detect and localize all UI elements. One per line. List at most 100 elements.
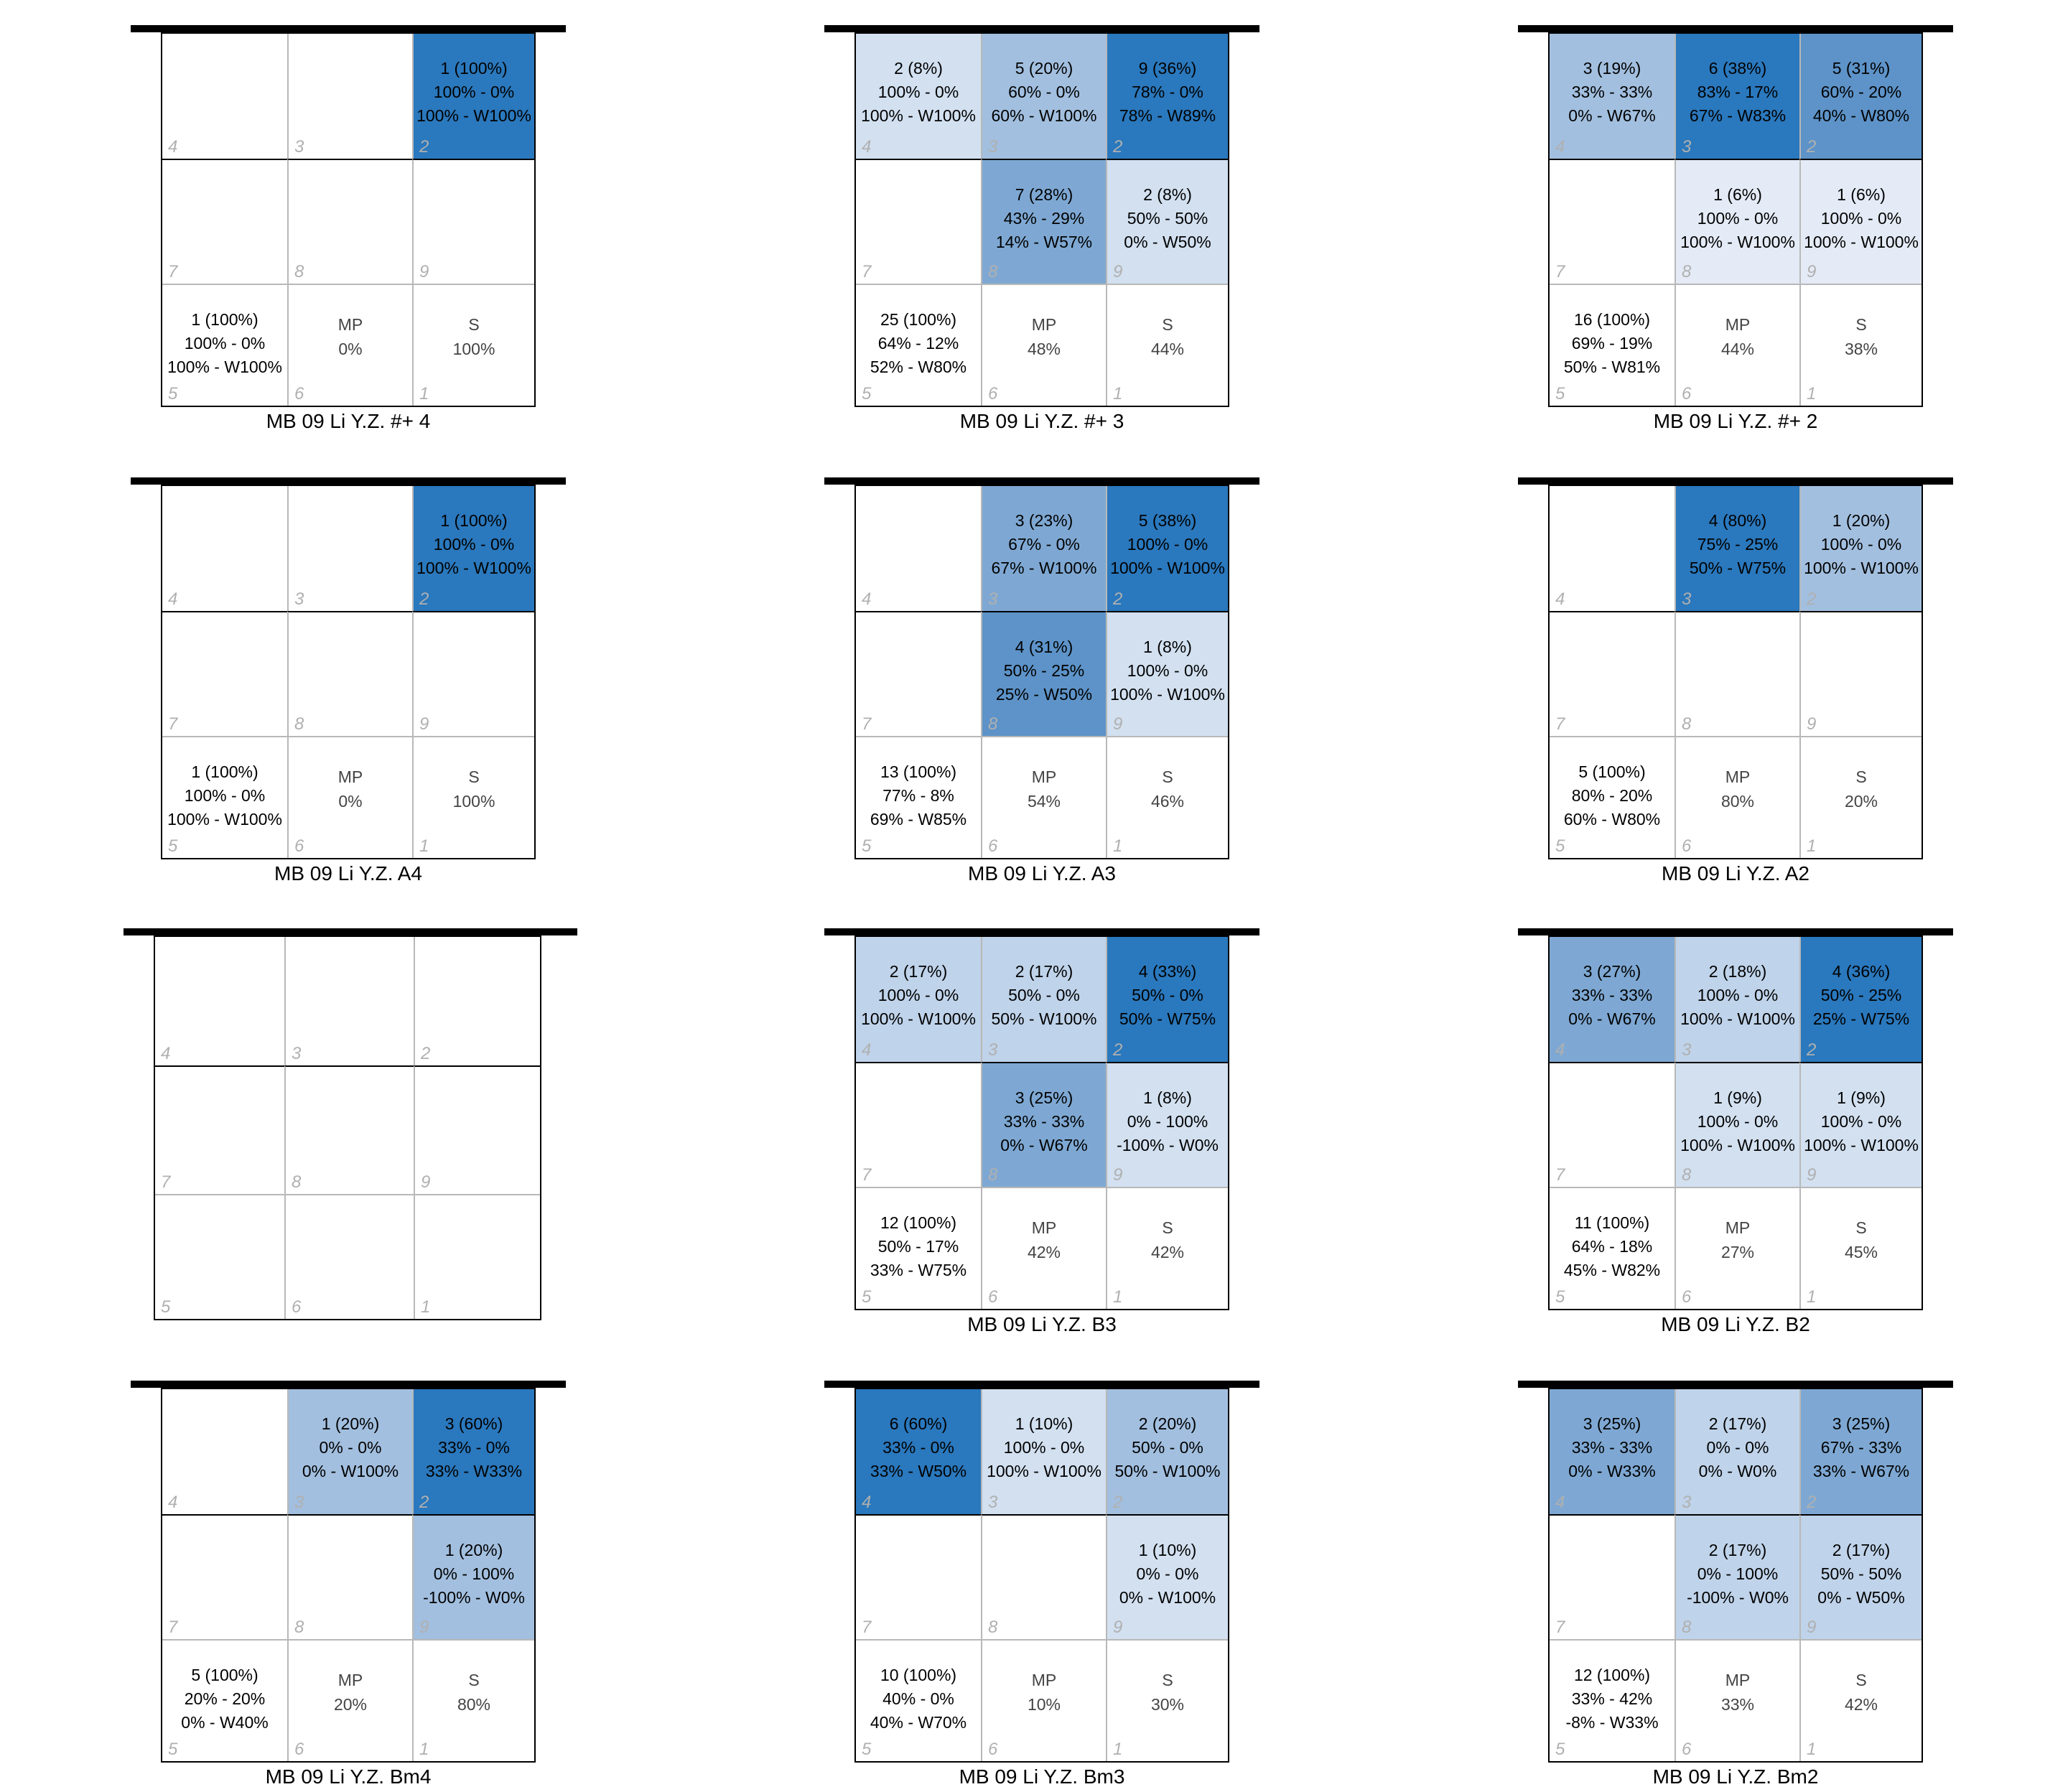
court-board: 2 (8%) 100% - 0% 100% - W100% 4 5 (20%) 60% -… — [854, 32, 1229, 407]
zone-cell-8: 2 (17%) 0% - 100% -100% - W0% 8 — [1675, 1514, 1799, 1639]
zone-cell-4: 4 — [155, 937, 284, 1065]
zone-number: 8 — [1682, 1618, 1692, 1637]
zone-cell-4: 3 (27%) 33% - 33% 0% - W67% 4 — [1550, 937, 1675, 1062]
zone-stat-line: 100% - W100% — [1110, 685, 1225, 704]
zone-number: 2 — [419, 1493, 429, 1512]
zone-stat-line: 60% - 0% — [1008, 83, 1080, 101]
zone-number: 8 — [988, 714, 998, 734]
zone-stat-line: 67% - 0% — [1008, 535, 1080, 554]
zone-cell-4: 4 — [162, 486, 287, 611]
s-value: 80% — [457, 1695, 491, 1714]
zone-cell-3: 3 — [287, 34, 412, 159]
zone-number: 9 — [1807, 262, 1817, 281]
zone-cell-6: MP 54% 6 — [981, 736, 1106, 858]
zone-stat-line: 50% - 25% — [1003, 661, 1085, 680]
zone-stats: 6 (60%) 33% - 0% 33% - W50% — [856, 1412, 981, 1483]
mp-stat: MP 0% — [289, 765, 412, 813]
zone-cell-1: S 46% 1 — [1106, 736, 1228, 858]
zone-stat-line: 3 (27%) — [1583, 962, 1641, 981]
zone-cell-9: 9 — [412, 611, 534, 736]
total-stat-line: 10 (100%) — [880, 1666, 957, 1684]
zone-number: 7 — [168, 1618, 178, 1637]
mp-stat: MP 10% — [982, 1668, 1106, 1717]
zone-stat-line: 2 (8%) — [894, 59, 943, 78]
zone-number: 5 — [1555, 836, 1565, 856]
zone-cell-7: 7 — [856, 1062, 981, 1187]
zone-cell-6: MP 48% 6 — [981, 284, 1106, 406]
mp-label: MP — [1725, 1671, 1751, 1689]
s-value: 100% — [452, 792, 495, 811]
court-board: 3 (27%) 33% - 33% 0% - W67% 4 2 (18%) 100% - … — [1548, 935, 1923, 1310]
zone-stats: 5 (31%) 60% - 20% 40% - W80% — [1801, 57, 1922, 128]
zone-stat-line: 9 (36%) — [1138, 59, 1197, 78]
zone-cell-3: 3 — [284, 937, 414, 1065]
zone-number: 7 — [862, 1618, 872, 1637]
zone-cell-5: 1 (100%) 100% - 0% 100% - W100% 5 — [162, 736, 287, 858]
s-label: S — [468, 1671, 480, 1689]
court-board: 6 (60%) 33% - 0% 33% - W50% 4 1 (10%) 100% - … — [854, 1388, 1229, 1763]
total-stats: 13 (100%) 77% - 8% 69% - W85% — [856, 760, 981, 831]
zone-cell-1: S 80% 1 — [412, 1639, 534, 1761]
zone-number: 8 — [988, 262, 998, 281]
zone-number: 2 — [1113, 137, 1123, 157]
zone-cell-6: MP 42% 6 — [981, 1187, 1106, 1309]
zone-cell-9: 1 (6%) 100% - 0% 100% - W100% 9 — [1799, 159, 1922, 284]
zone-stat-line: 50% - 50% — [1127, 209, 1208, 228]
zone-number: 4 — [862, 1493, 872, 1512]
s-value: 44% — [1150, 340, 1185, 358]
mp-stat: MP 27% — [1676, 1215, 1799, 1264]
zone-stat-line: 2 (8%) — [1143, 185, 1192, 204]
chart-caption: MB 09 Li Y.Z. B2 — [1661, 1313, 1810, 1335]
zone-cell-3: 2 (17%) 50% - 0% 50% - W100% 3 — [981, 937, 1106, 1062]
zone-stat-line: 3 (25%) — [1583, 1414, 1641, 1433]
zone-number: 3 — [1682, 589, 1692, 609]
zone-stat-line: 4 (36%) — [1832, 962, 1891, 981]
zone-cell-2: 5 (38%) 100% - 0% 100% - W100% 2 — [1106, 486, 1228, 611]
s-label: S — [1162, 767, 1173, 786]
net-bar — [824, 928, 1259, 935]
s-stat: S 80% — [414, 1668, 534, 1717]
zone-cell-7: 7 — [162, 1514, 287, 1639]
zone-number: 1 — [1113, 836, 1123, 856]
zone-number: 3 — [988, 1040, 998, 1060]
zone-cell-2: 2 — [414, 937, 540, 1065]
zone-stats: 4 (33%) 50% - 0% 50% - W75% — [1107, 960, 1228, 1031]
zone-cell-7: 7 — [1550, 1514, 1675, 1639]
zone-stat-line: 14% - W57% — [995, 233, 1093, 251]
zone-cell-7: 7 — [856, 1514, 981, 1639]
zone-stat-line: 100% - W100% — [1804, 233, 1919, 251]
zone-stats: 1 (9%) 100% - 0% 100% - W100% — [1676, 1086, 1799, 1157]
total-stat-line: -8% - W33% — [1565, 1713, 1659, 1732]
zone-stat-line: 7 (28%) — [1015, 185, 1073, 204]
zone-stat-line: 2 (18%) — [1708, 962, 1767, 981]
total-stats: 25 (100%) 64% - 12% 52% - W80% — [856, 308, 981, 379]
zone-stat-line: 100% - W100% — [1804, 559, 1919, 577]
zone-number: 6 — [292, 1297, 302, 1317]
zone-number: 9 — [419, 262, 429, 281]
zone-stat-line: 1 (8%) — [1143, 638, 1192, 656]
zone-number: 8 — [1682, 714, 1692, 734]
zone-number: 7 — [168, 262, 178, 281]
zone-stat-line: 0% - W33% — [1568, 1462, 1656, 1480]
zone-stats: 4 (36%) 50% - 25% 25% - W75% — [1801, 960, 1922, 1031]
total-stats: 1 (100%) 100% - 0% 100% - W100% — [162, 308, 287, 379]
zone-number: 1 — [1113, 1287, 1123, 1307]
zone-stat-line: 100% - W100% — [1110, 559, 1225, 577]
zone-stats: 1 (20%) 0% - 0% 0% - W100% — [289, 1412, 412, 1483]
mp-stat: MP 54% — [982, 765, 1106, 813]
zone-stats: 2 (20%) 50% - 0% 50% - W100% — [1107, 1412, 1228, 1483]
zone-stats: 2 (17%) 50% - 50% 0% - W50% — [1801, 1539, 1922, 1610]
zone-stat-line: 1 (20%) — [444, 1541, 503, 1559]
mp-label: MP — [1725, 767, 1751, 786]
mp-value: 27% — [1720, 1243, 1755, 1261]
zone-number: 1 — [421, 1297, 431, 1317]
zone-number: 1 — [419, 1740, 429, 1759]
zone-stat-line: 0% - 0% — [1136, 1564, 1199, 1583]
zone-stat-line: 33% - W67% — [1812, 1462, 1910, 1480]
net-bar — [131, 1381, 566, 1388]
zone-number: 8 — [292, 1172, 302, 1192]
zone-cell-7: 7 — [1550, 159, 1675, 284]
total-stats: 11 (100%) 64% - 18% 45% - W82% — [1550, 1211, 1675, 1282]
zone-number: 8 — [294, 262, 304, 281]
zone-cell-6: MP 0% 6 — [287, 284, 412, 406]
